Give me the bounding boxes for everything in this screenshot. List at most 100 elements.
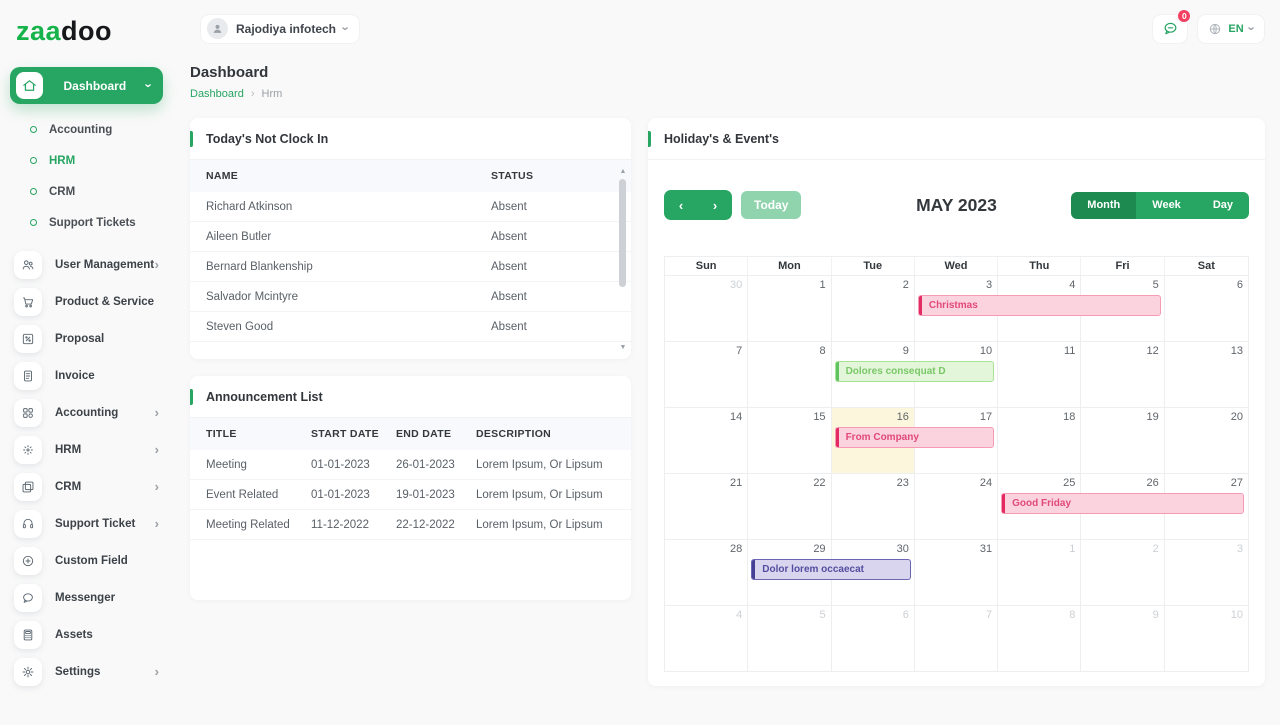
left-column: Today's Not Clock In NAME STATUS Richard… <box>190 118 631 600</box>
user-avatar-icon <box>207 18 228 39</box>
sidebar-item-crm[interactable]: CRM › <box>0 468 175 505</box>
calendar-day-cell[interactable]: 8 <box>748 341 832 407</box>
calendar-day-cell[interactable]: 12 <box>1081 341 1165 407</box>
calendar-view-switcher: Month Week Day <box>1071 191 1249 219</box>
calendar-day-cell[interactable]: 11 <box>998 341 1082 407</box>
calendar-day-cell[interactable]: 2 <box>1081 539 1165 605</box>
calendar-day-cell[interactable]: 1 <box>998 539 1082 605</box>
view-button-week[interactable]: Week <box>1136 191 1197 219</box>
calendar-day-cell[interactable]: 19 <box>1081 407 1165 473</box>
calendar-day-cell[interactable]: 20 <box>1164 407 1248 473</box>
card-header: Holiday's & Event's <box>648 118 1265 160</box>
cell-end-date: 19-01-2023 <box>396 488 455 501</box>
sidebar-item-proposal[interactable]: Proposal <box>0 320 175 357</box>
sidebar-item-support-ticket[interactable]: Support Ticket › <box>0 505 175 542</box>
chevron-down-icon: › <box>1244 26 1260 31</box>
announcement-card: Announcement List TITLE START DATE END D… <box>190 376 631 600</box>
sidebar-item-dashboard[interactable]: Dashboard › <box>10 67 163 104</box>
weekday-label: Mon <box>748 257 832 275</box>
calendar-day-cell[interactable]: 10 <box>914 341 999 407</box>
calendar-day-cell[interactable]: 4 <box>665 605 749 671</box>
calendar-event-dolor-lorem-occaecat[interactable]: Dolor lorem occaecat <box>751 559 911 580</box>
cell-description: Lorem Ipsum, Or Lipsum <box>476 518 603 531</box>
calendar-day-cell[interactable]: 31 <box>914 539 999 605</box>
calendar-day-cell[interactable]: 23 <box>831 473 915 539</box>
calendar-day-cell[interactable]: 7 <box>665 341 749 407</box>
sidebar-item-hrm[interactable]: HRM › <box>0 431 175 468</box>
sidebar-item-custom-field[interactable]: Custom Field <box>0 542 175 579</box>
chevron-right-icon: › <box>154 664 159 679</box>
sidebar-subitem-support-tickets[interactable]: Support Tickets <box>0 207 175 238</box>
chevron-down-icon: › <box>338 26 354 31</box>
circle-icon <box>30 157 37 164</box>
calendar-day-cell[interactable]: 15 <box>748 407 832 473</box>
sidebar-item-invoice[interactable]: Invoice <box>0 357 175 394</box>
breadcrumb-dashboard-link[interactable]: Dashboard <box>190 88 244 100</box>
circle-icon <box>30 219 37 226</box>
sidebar-item-assets[interactable]: Assets <box>0 616 175 653</box>
calendar-day-cell[interactable]: 27 <box>1164 473 1248 539</box>
card-header: Today's Not Clock In <box>190 118 631 160</box>
calendar-day-cell[interactable]: 13 <box>1164 341 1248 407</box>
calendar-event-christmas[interactable]: Christmas <box>917 295 1161 316</box>
calendar-day-cell[interactable]: 7 <box>914 605 999 671</box>
calendar-day-cell[interactable]: 17 <box>914 407 999 473</box>
sidebar-item-label: Settings <box>55 665 101 678</box>
sidebar-item-messenger[interactable]: Messenger <box>0 579 175 616</box>
calendar-day-cell[interactable]: 6 <box>1164 275 1248 341</box>
sidebar-subitem-crm[interactable]: CRM <box>0 176 175 207</box>
cell-end-date: 22-12-2022 <box>396 518 455 531</box>
sidebar-item-label: Messenger <box>55 591 116 604</box>
calendar-day-cell[interactable]: 2 <box>831 275 915 341</box>
company-name: Rajodiya infotech <box>236 21 337 36</box>
calendar-day-cell[interactable]: 5 <box>748 605 832 671</box>
messenger-button[interactable]: 0 <box>1152 7 1193 44</box>
calendar-day-cell[interactable]: 1 <box>748 275 832 341</box>
calendar-day-cell[interactable]: 14 <box>665 407 749 473</box>
cell-title: Meeting <box>206 458 247 471</box>
calendar-day-cell[interactable]: 18 <box>998 407 1082 473</box>
chevron-right-icon: › <box>154 405 159 420</box>
calendar-day-cell[interactable]: 30 <box>665 275 749 341</box>
next-month-button[interactable]: › <box>712 197 718 213</box>
sidebar-subitem-hrm[interactable]: HRM <box>0 145 175 176</box>
calendar-day-cell[interactable]: 8 <box>998 605 1082 671</box>
custom-field-icon <box>14 546 42 575</box>
sidebar-subitem-accounting[interactable]: Accounting <box>0 114 175 145</box>
calendar-day-cell[interactable]: 10 <box>1164 605 1248 671</box>
calendar-day-cell[interactable]: 21 <box>665 473 749 539</box>
calendar-day-cell[interactable]: 9 <box>1081 605 1165 671</box>
table-body: Meeting 01-01-2023 26-01-2023 Lorem Ipsum, … <box>190 450 631 540</box>
cell-title: Event Related <box>206 488 279 501</box>
calendar-day-cell[interactable]: 24 <box>914 473 999 539</box>
scroll-down-icon[interactable]: ▼ <box>619 344 627 351</box>
calendar-event-from-company[interactable]: From Company <box>834 427 995 448</box>
calendar-day-cell[interactable]: 6 <box>831 605 915 671</box>
view-button-month[interactable]: Month <box>1071 191 1137 219</box>
view-button-day[interactable]: Day <box>1196 191 1249 219</box>
scrollbar-thumb[interactable] <box>619 179 626 287</box>
calendar-event-good-friday[interactable]: Good Friday <box>1001 493 1244 514</box>
sidebar-item-user-management[interactable]: User Management › <box>0 246 175 283</box>
cell-status: Absent <box>491 320 527 333</box>
today-button[interactable]: Today <box>741 191 802 219</box>
calendar-day-cell[interactable]: 22 <box>748 473 832 539</box>
calendar-grid: Sun Mon Tue Wed Thu Fri Sat 30 1 2 3 4 5 6 7 8 9 10 11 12 1… <box>664 256 1249 672</box>
calendar-event-dolores-consequat-d[interactable]: Dolores consequat D <box>834 361 995 382</box>
sidebar-item-accounting[interactable]: Accounting › <box>0 394 175 431</box>
calendar-day-cell[interactable]: 3 <box>1164 539 1248 605</box>
sidebar-item-product-service[interactable]: Product & Service <box>0 283 175 320</box>
scroll-up-icon[interactable]: ▲ <box>619 168 627 175</box>
calendar-day-cell[interactable]: 5 <box>1081 275 1165 341</box>
column-header-description: DESCRIPTION <box>476 428 552 440</box>
event-accent-bar <box>835 428 839 447</box>
language-selector[interactable]: EN › <box>1197 13 1265 44</box>
prev-month-button[interactable]: ‹ <box>678 197 684 213</box>
calendar-day-cell[interactable]: 30 <box>831 539 915 605</box>
calendar-day-cell[interactable]: 28 <box>665 539 749 605</box>
cell-name: Bernard Blankenship <box>206 260 313 273</box>
weekday-label: Sun <box>665 257 749 275</box>
company-selector[interactable]: Rajodiya infotech › <box>200 13 361 44</box>
sidebar-item-settings[interactable]: Settings › <box>0 653 175 690</box>
chevron-right-icon: › <box>154 479 159 494</box>
